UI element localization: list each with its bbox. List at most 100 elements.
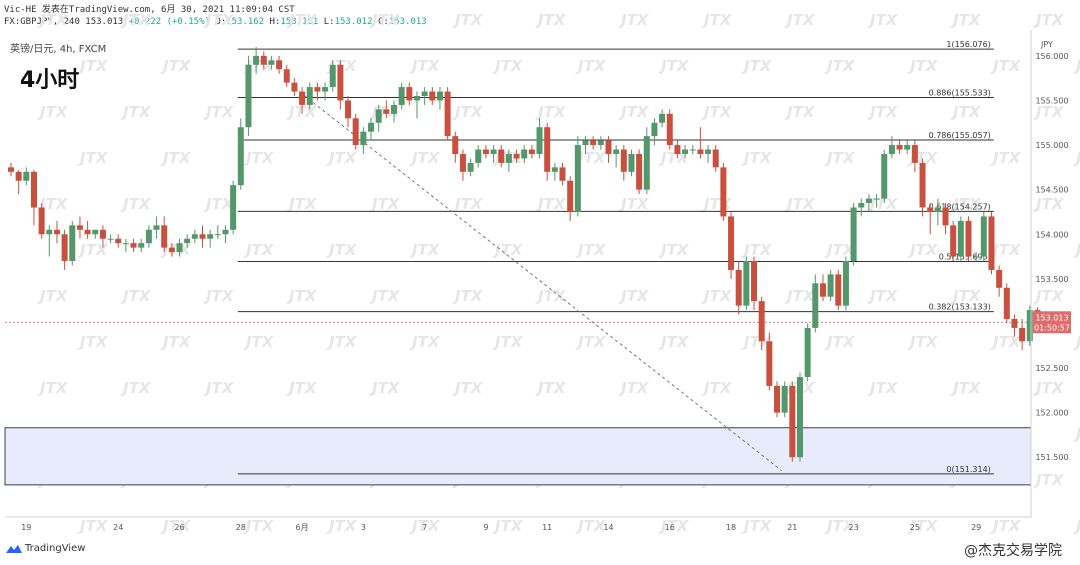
candle <box>751 256 758 311</box>
watermark-text: JTX <box>452 103 484 121</box>
candle-body <box>191 234 198 239</box>
watermark-text: JTX <box>120 379 152 397</box>
watermark-text: JTX <box>203 287 235 305</box>
watermark-text: JTX <box>1033 379 1065 397</box>
candle-body <box>774 385 780 413</box>
candle-body <box>674 145 681 154</box>
candle-body <box>873 198 880 200</box>
time-tick-label: 18 <box>726 523 736 532</box>
current-price-tag: 153.013 01:50:57 <box>1033 311 1071 334</box>
candle-body <box>76 225 83 230</box>
candle-body <box>199 234 206 239</box>
price-axis: 156.000 155.500 155.000 154.500 154.000 153.5… <box>1035 52 1068 462</box>
watermark-text: JTX <box>1033 195 1065 213</box>
time-tick-label: 11 <box>542 523 552 532</box>
candle-body <box>513 153 520 159</box>
watermark-text: JTX <box>784 11 816 29</box>
candle <box>130 238 137 253</box>
candle <box>689 145 696 154</box>
watermark-text: JTX <box>243 149 275 167</box>
candle-body <box>61 234 68 262</box>
candle-body <box>391 104 397 114</box>
candle-body <box>781 385 788 413</box>
candle <box>1003 283 1010 324</box>
watermark-text: JTX <box>120 11 152 29</box>
tradingview-brand[interactable]: TradingView <box>6 543 85 554</box>
candle-body <box>957 220 964 257</box>
candle <box>697 127 704 159</box>
candle <box>536 118 543 159</box>
candle <box>329 60 336 92</box>
watermark-text: JTX <box>160 517 192 535</box>
candle-body <box>490 149 497 154</box>
watermark-text: JTX <box>618 195 650 213</box>
fib-label: 0.382(153.133) <box>929 303 991 312</box>
ohlc-symbol: FX:GBPJPY, 240 153.013 <box>4 17 124 27</box>
candle-body <box>628 153 635 172</box>
countdown-timer: 01:50:57 <box>1034 323 1070 332</box>
watermark-text: JTX <box>907 517 939 535</box>
candle-body <box>207 234 214 239</box>
candle-body <box>505 153 512 163</box>
candle <box>475 145 482 168</box>
candle-body <box>398 87 405 105</box>
watermark-text: JTX <box>618 11 650 29</box>
candle-body <box>758 301 765 342</box>
watermark-text: JTX <box>160 57 192 75</box>
candle-body <box>291 82 298 92</box>
candle-body <box>230 185 237 230</box>
candle-body <box>283 69 290 83</box>
candle <box>551 162 558 181</box>
time-tick-label: 16 <box>665 523 675 532</box>
candle-body <box>436 91 443 101</box>
candle <box>498 145 505 168</box>
candle-body <box>115 238 122 244</box>
watermark-text: JTX <box>326 517 358 535</box>
candle <box>735 261 742 315</box>
candle <box>812 274 819 333</box>
candle <box>789 381 796 462</box>
watermark-text: JTX <box>784 287 816 305</box>
candle <box>452 131 459 163</box>
watermark-text: JTX <box>492 57 524 75</box>
watermark-text: JTX <box>1033 103 1065 121</box>
candle <box>636 149 643 195</box>
candle <box>459 149 466 181</box>
price-tick-label: 152.500 <box>1035 364 1068 373</box>
candle <box>291 78 298 97</box>
candle-body <box>842 261 849 306</box>
candle-body <box>743 261 750 306</box>
watermark-text: JTX <box>741 517 773 535</box>
candle <box>567 176 574 221</box>
ohlc-close: 153.013 <box>388 17 427 27</box>
watermark-text: JTX <box>741 241 773 259</box>
time-tick-label: 9 <box>483 523 488 532</box>
ohlc-low-label: L: <box>323 17 335 27</box>
price-tick-label: 152.000 <box>1035 409 1068 418</box>
watermark-text: JTX <box>160 241 192 259</box>
candle-body <box>122 243 129 245</box>
watermark-text: JTX <box>618 287 650 305</box>
publisher-line: Vic-HE 发表在TradingView.com, 6月 30, 2021 1… <box>4 5 295 15</box>
watermark-text: JTX <box>575 241 607 259</box>
candle-body <box>360 131 367 146</box>
candle-body <box>804 327 811 377</box>
candle-body <box>819 283 826 297</box>
candle <box>245 55 252 137</box>
candle <box>429 87 436 105</box>
watermark-text: JTX <box>326 241 358 259</box>
candle <box>904 140 911 154</box>
candle-body <box>888 145 895 154</box>
candle-body <box>651 122 658 137</box>
candle <box>191 229 198 244</box>
fib-label: 0.618(154.257) <box>929 202 991 211</box>
watermark-text: JTX <box>701 195 733 213</box>
candle-body <box>383 109 390 114</box>
candle-body <box>751 261 758 302</box>
watermark-text: JTX <box>286 287 318 305</box>
candle-body <box>299 91 306 105</box>
candle-body <box>107 238 114 240</box>
candle <box>934 198 941 226</box>
candle-body <box>812 283 819 328</box>
